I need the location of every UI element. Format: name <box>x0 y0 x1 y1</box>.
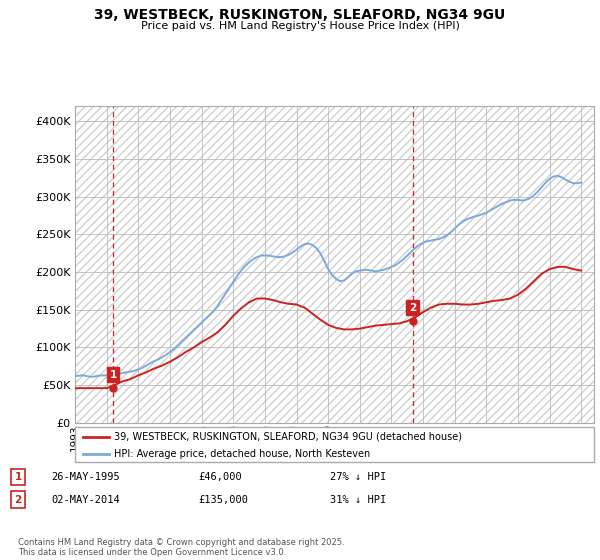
Text: 27% ↓ HPI: 27% ↓ HPI <box>330 472 386 482</box>
Text: £135,000: £135,000 <box>198 494 248 505</box>
Text: 2: 2 <box>14 494 22 505</box>
Text: 39, WESTBECK, RUSKINGTON, SLEAFORD, NG34 9GU: 39, WESTBECK, RUSKINGTON, SLEAFORD, NG34… <box>94 8 506 22</box>
Text: 1: 1 <box>109 370 116 380</box>
Text: 02-MAY-2014: 02-MAY-2014 <box>51 494 120 505</box>
Text: 1: 1 <box>14 472 22 482</box>
Text: 26-MAY-1995: 26-MAY-1995 <box>51 472 120 482</box>
Text: Contains HM Land Registry data © Crown copyright and database right 2025.
This d: Contains HM Land Registry data © Crown c… <box>18 538 344 557</box>
Text: 31% ↓ HPI: 31% ↓ HPI <box>330 494 386 505</box>
Text: 2: 2 <box>409 302 416 312</box>
Text: £46,000: £46,000 <box>198 472 242 482</box>
Text: HPI: Average price, detached house, North Kesteven: HPI: Average price, detached house, Nort… <box>114 449 370 459</box>
FancyBboxPatch shape <box>75 427 594 462</box>
Text: Price paid vs. HM Land Registry's House Price Index (HPI): Price paid vs. HM Land Registry's House … <box>140 21 460 31</box>
Text: 39, WESTBECK, RUSKINGTON, SLEAFORD, NG34 9GU (detached house): 39, WESTBECK, RUSKINGTON, SLEAFORD, NG34… <box>114 432 462 442</box>
